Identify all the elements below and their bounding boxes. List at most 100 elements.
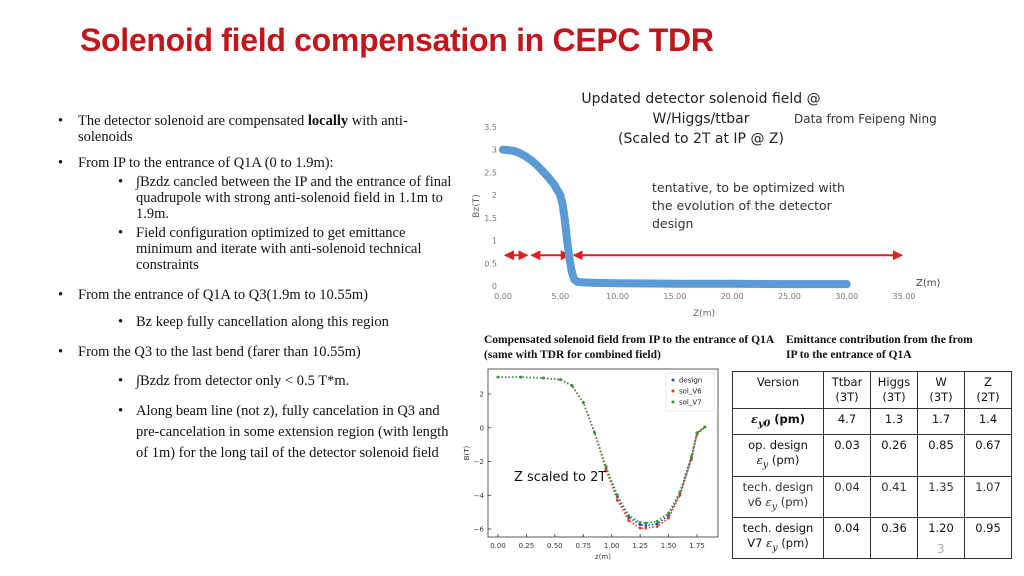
point-design [616,495,619,499]
point-sol-v7 [581,401,585,404]
chart1-ytick-label: 2 [492,191,497,200]
chart1-xtick-label: 10.00 [606,292,629,301]
table-row-label: op. design εy (pm) [732,434,824,477]
sub-bullet: Field configuration optimized to get emi… [78,225,458,273]
chart2-xlabel: z(m) [595,553,611,561]
table-cell: 0.95 [964,516,1012,560]
bullet-local-compensation: The detector solenoid are compensated lo… [58,113,458,145]
table-cell: 0.41 [870,475,918,518]
chart1-xtick-label: 5.00 [551,292,569,301]
note-line: design [652,216,694,231]
point-sol-v7 [695,431,699,435]
table-header-cell: W (3T) [917,371,965,409]
point-sol-v6 [678,493,682,497]
bullet-q1a-to-q3: From the entrance of Q1A to Q3(1.9m to 1… [58,287,458,330]
point-sol-v6 [570,384,574,387]
chart1-xtick-label: 20.00 [721,292,744,301]
chart2-ytick-label: −2 [474,458,484,466]
legend-marker-sol-v7 [671,400,675,404]
point-design [519,375,523,379]
point-sol-v6 [689,458,693,462]
caption-right: Emittance contribution from the from IP … [786,334,973,361]
note-line: tentative, to be optimized with [652,180,845,195]
table-cell: 0.85 [917,434,965,477]
curve-sol-v6 [498,376,706,529]
table-header-cell: Higgs (3T) [870,371,918,409]
table-header-cell: Z (2T) [964,371,1012,409]
table-row: op. design εy (pm) 0.03 0.26 0.85 0.67 [732,434,1012,477]
point-design [496,375,500,379]
chart1-xlabel-right: Z(m) [916,278,940,289]
point-sol-v7 [627,514,631,517]
tentative-note: tentative, to be optimized with the evol… [652,179,862,233]
field-point [544,173,553,182]
legend-marker-sol-v6 [671,389,675,393]
legend-label-design: design [679,377,702,385]
table-cell: 0.26 [870,434,918,477]
point-sol-v6 [667,516,670,520]
chart1-xlabel: Z(m) [693,309,715,319]
bullet-q3-to-last-bend: From the Q3 to the last bend (farer than… [58,344,458,464]
point-sol-v7 [593,431,597,435]
field-point [533,161,542,170]
field-point [504,146,513,155]
table-cell: 1.7 [917,407,965,436]
chart2-ytick-label: 2 [480,391,484,399]
sub-bullet: ∫Bzdz from detector only < 0.5 T*m. [78,371,458,392]
point-sol-v7 [616,493,619,497]
point-sol-v6 [644,526,648,530]
point-sol-v6 [496,375,500,379]
bullet-bold-text: locally [307,113,349,129]
point-sol-v6 [655,525,659,528]
point-design [689,456,693,460]
legend-label-sol-v7: sol_V7 [679,399,702,407]
point-sol-v6 [638,526,642,530]
sub-bullet: Bz keep fully cancellation along this re… [78,314,458,330]
point-design [581,401,585,404]
chart2-legend: design sol_V6 sol_V7 [665,372,715,412]
bullet-ip-to-q1a: From IP to the entrance of Q1A (0 to 1.9… [58,155,458,273]
slide-title: Solenoid field compensation in CEPC TDR [80,22,714,58]
point-sol-v6 [627,519,631,522]
chart2-xtick-label: 0.50 [547,542,563,550]
table-cell: 1.20 [917,516,965,560]
field-point [527,156,536,165]
table-row-label: εy0 (pm) [732,407,824,436]
chart1-ytick-label: 3.5 [484,123,497,132]
table-cell: 0.04 [823,475,871,518]
chart-title-line: Updated detector solenoid field @ [581,91,821,107]
field-point [516,149,525,158]
point-sol-v7 [570,384,574,387]
table-cell: 1.3 [870,407,918,436]
field-point [613,279,622,288]
point-design [542,376,545,380]
point-design [655,522,659,526]
table-row-label: tech. design V7 εy (pm) [732,516,824,560]
emittance-table: Version Ttbar (3T) Higgs (3T) W (3T) Z (2T) … [732,371,1012,560]
field-point [565,254,574,263]
table-cell: 4.7 [823,407,871,436]
chart2-xtick-label: 0.75 [575,542,591,550]
bullet-list: The detector solenoid are compensated lo… [58,113,458,474]
point-design [593,431,597,435]
chart1-xtick-label: 30.00 [835,292,858,301]
chart1-ytick-label: 0.5 [484,259,497,268]
table-cell: 0.03 [823,434,871,477]
table-cell: 0.36 [870,516,918,560]
point-design [570,384,574,387]
legend-marker-design [671,378,675,382]
point-design [667,514,670,517]
table-header-cell: Ttbar (3T) [823,371,871,409]
point-design [627,515,631,519]
point-sol-v6 [695,433,699,436]
caption-left: Compensated solenoid field from IP to th… [484,334,774,361]
chart2-annotation: Z scaled to 2T [514,470,606,485]
data-source-note: Data from Feipeng Ning [794,112,937,126]
point-sol-v7 [667,511,670,515]
field-point [567,267,576,276]
point-sol-v7 [644,521,648,525]
point-design [559,378,562,382]
chart1-xtick-label: 35.00 [893,292,916,301]
chart2-xtick-label: 1.50 [661,542,677,550]
point-design [703,425,707,429]
